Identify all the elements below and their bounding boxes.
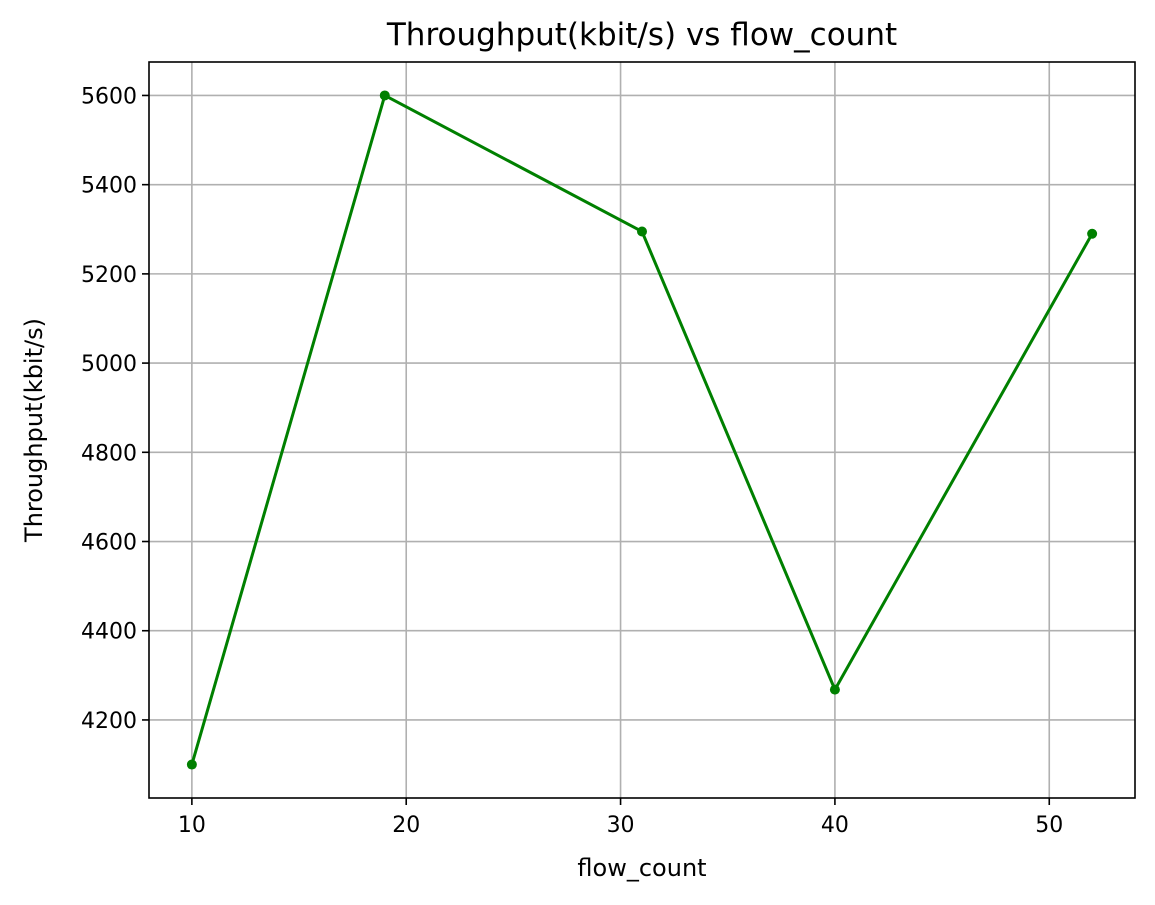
- y-tick-label: 4400: [81, 620, 137, 645]
- data-point: [1087, 228, 1098, 239]
- x-tick-label: 50: [1035, 813, 1063, 838]
- y-tick-label: 5200: [81, 263, 137, 288]
- grid: [149, 62, 1135, 798]
- y-tick-label: 4600: [81, 531, 137, 556]
- data-point: [379, 90, 390, 101]
- data-point: [186, 759, 197, 770]
- series-layer: [186, 90, 1098, 770]
- y-tick-label: 4800: [81, 441, 137, 466]
- y-tick-label: 5600: [81, 84, 137, 109]
- axes-frame: [148, 61, 1136, 799]
- ticks: 10 20 30 40 50 4200 4400 4600 4800 5000 5200 5400 56…: [81, 84, 1063, 838]
- x-tick-label: 20: [392, 813, 420, 838]
- x-tick-label: 10: [178, 813, 206, 838]
- chart-title: Throughput(kbit/s) vs flow_count: [386, 17, 897, 53]
- data-point: [637, 226, 647, 237]
- y-tick-label: 5400: [81, 174, 137, 199]
- x-tick-label: 40: [821, 813, 849, 838]
- y-axis-label: Throughput(kbit/s): [20, 318, 48, 543]
- x-axis-label: flow_count: [577, 854, 706, 882]
- data-point: [829, 684, 840, 695]
- y-tick-label: 5000: [81, 352, 137, 377]
- y-tick-label: 4200: [81, 709, 137, 734]
- x-tick-label: 30: [607, 813, 635, 838]
